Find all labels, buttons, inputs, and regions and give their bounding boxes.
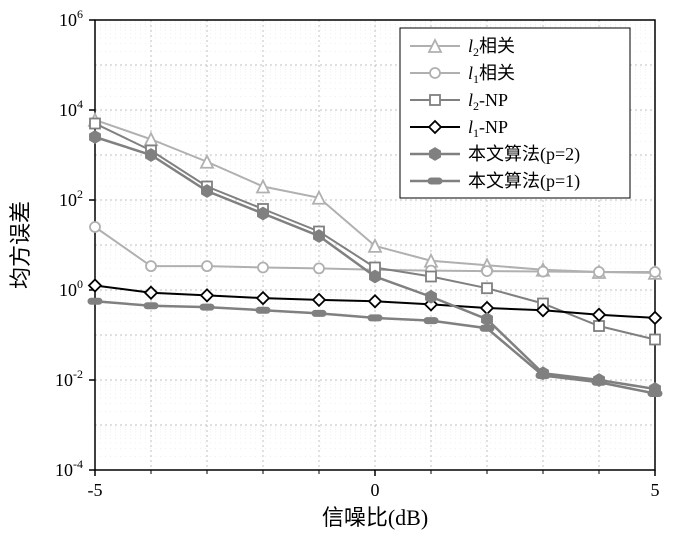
marker xyxy=(90,131,100,143)
legend-label-proposed-p1: 本文算法(p=1) xyxy=(468,171,580,192)
marker xyxy=(370,271,380,283)
marker xyxy=(648,391,662,397)
marker xyxy=(482,266,492,276)
marker xyxy=(480,325,494,331)
xtick-label: -5 xyxy=(88,480,103,500)
y-axis-label: 均方误差 xyxy=(8,201,33,289)
chart-svg: -50510-410-2100102104106信噪比(dB)均方误差l2相关l… xyxy=(0,0,683,540)
marker xyxy=(314,230,324,242)
marker xyxy=(144,303,158,309)
xtick-label: 0 xyxy=(371,480,380,500)
marker xyxy=(482,283,492,293)
marker xyxy=(200,304,214,310)
marker xyxy=(428,178,442,184)
marker xyxy=(146,261,156,271)
x-axis-label: 信噪比(dB) xyxy=(322,505,428,530)
marker xyxy=(258,263,268,273)
marker xyxy=(258,208,268,220)
marker xyxy=(426,272,436,282)
marker xyxy=(90,222,100,232)
marker xyxy=(430,148,440,160)
marker xyxy=(538,267,548,277)
marker xyxy=(202,185,212,197)
marker xyxy=(594,321,604,331)
marker xyxy=(88,298,102,304)
marker xyxy=(146,149,156,161)
xtick-label: 5 xyxy=(651,480,660,500)
marker xyxy=(430,95,440,105)
chart-container: -50510-410-2100102104106信噪比(dB)均方误差l2相关l… xyxy=(0,0,683,540)
marker xyxy=(594,267,604,277)
legend-label-proposed-p2: 本文算法(p=2) xyxy=(468,144,580,165)
marker xyxy=(424,318,438,324)
marker xyxy=(650,267,660,277)
marker xyxy=(592,379,606,385)
marker xyxy=(256,307,270,313)
marker xyxy=(202,261,212,271)
marker xyxy=(426,291,436,303)
marker xyxy=(536,373,550,379)
marker xyxy=(368,315,382,321)
marker xyxy=(314,263,324,273)
marker xyxy=(312,310,326,316)
marker xyxy=(90,119,100,129)
marker xyxy=(650,335,660,345)
marker xyxy=(482,313,492,325)
marker xyxy=(430,68,440,78)
